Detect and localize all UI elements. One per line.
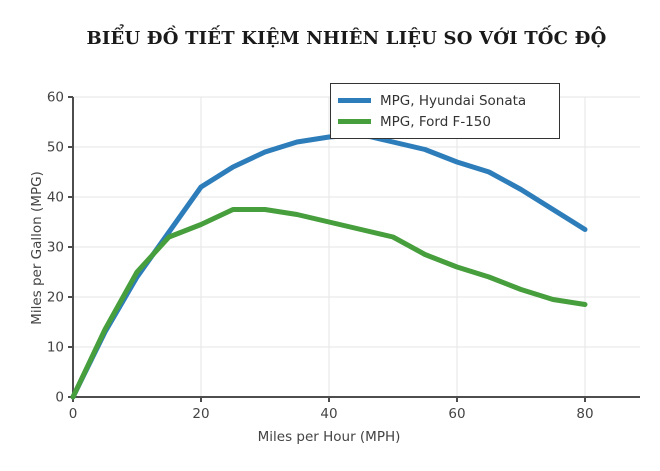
x-tick-label: 40	[320, 406, 337, 422]
chart-title: BIỂU ĐỒ TIẾT KIỆM NHIÊN LIỆU SO VỚI TỐC …	[86, 28, 607, 49]
legend-item-ford-f150[interactable]: MPG, Ford F-150	[338, 111, 551, 132]
legend-item-hyundai-sonata[interactable]: MPG, Hyundai Sonata	[338, 90, 551, 111]
legend: MPG, Hyundai Sonata MPG, Ford F-150	[330, 83, 560, 139]
y-tick-label: 60	[47, 90, 64, 106]
x-tick-label: 60	[448, 406, 465, 422]
y-tick-label: 50	[47, 140, 64, 156]
sonata-line-swatch	[338, 98, 371, 103]
y-tick-label: 20	[47, 290, 64, 306]
f150-line-swatch	[338, 119, 371, 124]
legend-label: MPG, Ford F-150	[380, 113, 491, 130]
legend-label: MPG, Hyundai Sonata	[380, 92, 527, 109]
y-tick-label: 10	[47, 340, 64, 356]
x-tick-label: 0	[69, 406, 78, 422]
y-tick-label: 30	[47, 240, 64, 256]
series-line-ford-f150	[70, 207, 588, 400]
x-tick-label: 80	[576, 406, 593, 422]
y-tick-label: 40	[47, 190, 64, 206]
x-axis-title: Miles per Hour (MPH)	[257, 429, 401, 445]
x-tick-label: 20	[192, 406, 209, 422]
y-axis-title: Miles per Gallon (MPG)	[29, 171, 45, 325]
y-tick-label: 0	[55, 390, 64, 406]
